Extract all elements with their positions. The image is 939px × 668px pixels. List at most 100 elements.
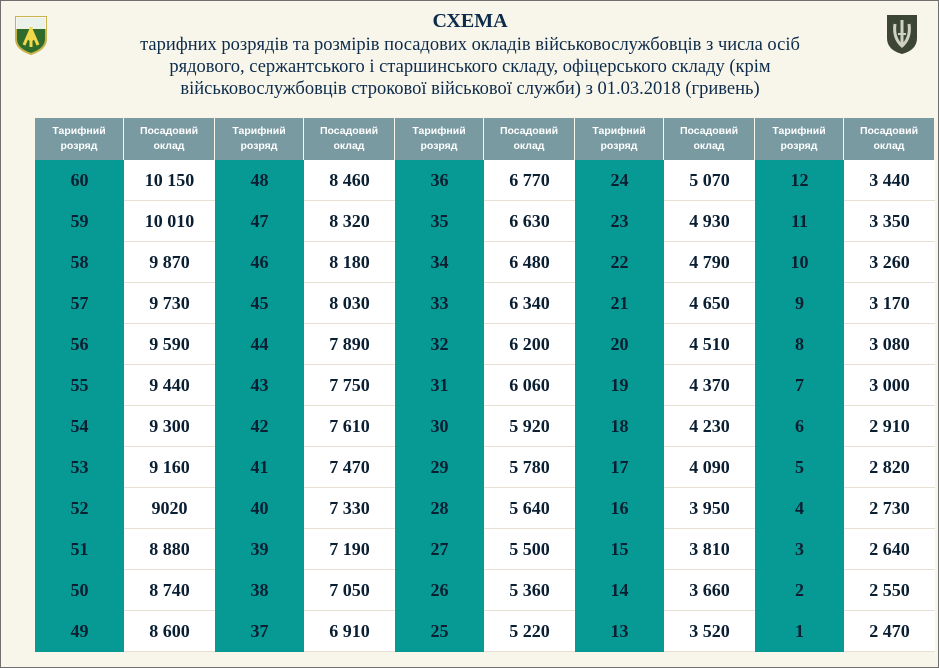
salary-cell: 7 610 — [304, 406, 395, 447]
salary-cell: 4 230 — [664, 406, 755, 447]
grade-cell: 12 — [755, 160, 844, 201]
grade-cell: 40 — [215, 488, 304, 529]
grade-cell: 26 — [395, 570, 484, 611]
grade-column-header: Тарифний розряд — [395, 118, 484, 160]
salary-cell: 6 340 — [484, 283, 575, 324]
grade-cell: 33 — [395, 283, 484, 324]
grade-cell: 18 — [575, 406, 664, 447]
salary-cell: 9 590 — [124, 324, 215, 365]
grade-cell: 13 — [575, 611, 664, 652]
salary-cell: 5 640 — [484, 488, 575, 529]
salary-cell: 9 300 — [124, 406, 215, 447]
salary-cell: 3 520 — [664, 611, 755, 652]
grade-cell: 56 — [35, 324, 124, 365]
salary-cell: 6 200 — [484, 324, 575, 365]
grade-cell: 48 — [215, 160, 304, 201]
page-title: СХЕМА — [432, 10, 508, 32]
grade-cell: 30 — [395, 406, 484, 447]
grade-cell: 50 — [35, 570, 124, 611]
salary-table: Тарифний розряд Посадовий оклад Тарифний розр… — [35, 118, 935, 652]
grade-cell: 14 — [575, 570, 664, 611]
grade-cell: 47 — [215, 201, 304, 242]
grade-cell: 53 — [35, 447, 124, 488]
grade-cell: 22 — [575, 242, 664, 283]
salary-cell: 9 730 — [124, 283, 215, 324]
grade-cell: 38 — [215, 570, 304, 611]
grade-cell: 16 — [575, 488, 664, 529]
salary-cell: 6 630 — [484, 201, 575, 242]
salary-column-header: Посадовий оклад — [124, 118, 215, 160]
salary-cell: 3 260 — [844, 242, 935, 283]
salary-cell: 7 330 — [304, 488, 395, 529]
grade-cell: 2 — [755, 570, 844, 611]
grade-column-header: Тарифний розряд — [215, 118, 304, 160]
grade-cell: 29 — [395, 447, 484, 488]
grade-cell: 17 — [575, 447, 664, 488]
grade-column-header: Тарифний розряд — [575, 118, 664, 160]
grade-cell: 3 — [755, 529, 844, 570]
grade-cell: 7 — [755, 365, 844, 406]
salary-cell: 4 510 — [664, 324, 755, 365]
grade-cell: 44 — [215, 324, 304, 365]
grade-cell: 51 — [35, 529, 124, 570]
salary-cell: 7 890 — [304, 324, 395, 365]
salary-cell: 8 320 — [304, 201, 395, 242]
salary-cell: 4 090 — [664, 447, 755, 488]
salary-cell: 4 930 — [664, 201, 755, 242]
grade-cell: 34 — [395, 242, 484, 283]
salary-cell: 3 660 — [664, 570, 755, 611]
grade-cell: 39 — [215, 529, 304, 570]
grade-column-header: Тарифний розряд — [755, 118, 844, 160]
grade-cell: 45 — [215, 283, 304, 324]
grade-cell: 57 — [35, 283, 124, 324]
grade-cell: 35 — [395, 201, 484, 242]
salary-cell: 3 170 — [844, 283, 935, 324]
salary-cell: 8 880 — [124, 529, 215, 570]
grade-cell: 23 — [575, 201, 664, 242]
salary-column-header: Посадовий оклад — [484, 118, 575, 160]
page-header: СХЕМА тарифних розрядів та розмірів поса… — [80, 8, 860, 100]
grade-cell: 4 — [755, 488, 844, 529]
salary-cell: 4 790 — [664, 242, 755, 283]
grade-cell: 42 — [215, 406, 304, 447]
salary-cell: 7 470 — [304, 447, 395, 488]
grade-cell: 27 — [395, 529, 484, 570]
salary-cell: 7 050 — [304, 570, 395, 611]
grade-cell: 41 — [215, 447, 304, 488]
grade-cell: 5 — [755, 447, 844, 488]
salary-column-header: Посадовий оклад — [304, 118, 395, 160]
grade-cell: 46 — [215, 242, 304, 283]
grade-cell: 36 — [395, 160, 484, 201]
salary-cell: 2 820 — [844, 447, 935, 488]
page-subtitle-line-3: військовослужбовців строкової військової… — [180, 79, 760, 99]
grade-cell: 59 — [35, 201, 124, 242]
salary-cell: 2 730 — [844, 488, 935, 529]
grade-cell: 55 — [35, 365, 124, 406]
grade-cell: 10 — [755, 242, 844, 283]
grade-cell: 19 — [575, 365, 664, 406]
salary-cell: 5 500 — [484, 529, 575, 570]
salary-cell: 9 160 — [124, 447, 215, 488]
grade-cell: 25 — [395, 611, 484, 652]
grade-cell: 31 — [395, 365, 484, 406]
salary-cell: 6 770 — [484, 160, 575, 201]
salary-cell: 8 740 — [124, 570, 215, 611]
grade-cell: 60 — [35, 160, 124, 201]
grade-cell: 43 — [215, 365, 304, 406]
grade-cell: 6 — [755, 406, 844, 447]
salary-cell: 6 480 — [484, 242, 575, 283]
grade-cell: 54 — [35, 406, 124, 447]
salary-cell: 10 010 — [124, 201, 215, 242]
salary-cell: 7 750 — [304, 365, 395, 406]
salary-cell: 6 910 — [304, 611, 395, 652]
ground-forces-emblem-icon — [14, 15, 48, 56]
salary-cell: 3 440 — [844, 160, 935, 201]
grade-cell: 1 — [755, 611, 844, 652]
salary-cell: 5 920 — [484, 406, 575, 447]
salary-cell: 2 640 — [844, 529, 935, 570]
salary-cell: 5 360 — [484, 570, 575, 611]
salary-cell: 4 370 — [664, 365, 755, 406]
salary-cell: 5 070 — [664, 160, 755, 201]
grade-cell: 21 — [575, 283, 664, 324]
salary-cell: 2 470 — [844, 611, 935, 652]
